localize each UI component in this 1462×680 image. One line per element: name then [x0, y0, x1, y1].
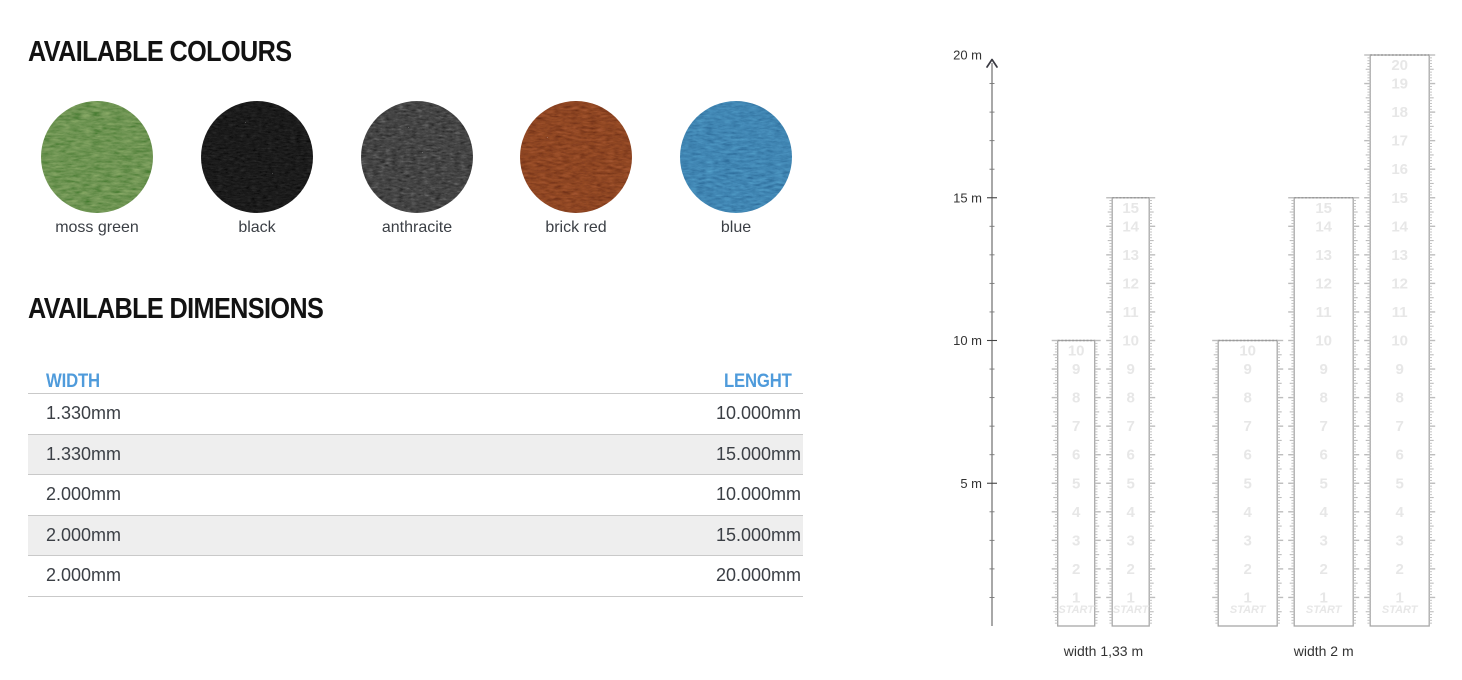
svg-text:8: 8: [1072, 390, 1080, 407]
svg-text:3: 3: [1244, 532, 1252, 549]
svg-text:6: 6: [1244, 447, 1252, 464]
svg-text:8: 8: [1244, 390, 1252, 407]
svg-text:12: 12: [1122, 275, 1139, 292]
svg-text:20: 20: [1391, 57, 1408, 74]
svg-text:6: 6: [1320, 447, 1328, 464]
svg-text:6: 6: [1072, 447, 1080, 464]
svg-text:4: 4: [1320, 504, 1329, 521]
svg-text:10: 10: [1315, 333, 1332, 350]
svg-text:7: 7: [1127, 418, 1135, 435]
svg-text:13: 13: [1122, 247, 1139, 264]
svg-text:12: 12: [1391, 275, 1408, 292]
svg-text:14: 14: [1122, 218, 1139, 235]
svg-text:10: 10: [1391, 333, 1408, 350]
svg-text:4: 4: [1072, 504, 1081, 521]
svg-text:9: 9: [1127, 361, 1135, 378]
svg-text:2: 2: [1320, 561, 1328, 578]
svg-text:8: 8: [1320, 390, 1328, 407]
svg-text:12: 12: [1315, 275, 1332, 292]
svg-text:START: START: [1382, 604, 1419, 616]
svg-text:START: START: [1306, 604, 1343, 616]
svg-text:START: START: [1113, 604, 1150, 616]
svg-text:7: 7: [1244, 418, 1252, 435]
svg-text:9: 9: [1244, 361, 1252, 378]
svg-text:20 m: 20 m: [953, 48, 982, 63]
svg-text:15: 15: [1122, 200, 1139, 217]
svg-text:5: 5: [1396, 475, 1404, 492]
svg-text:14: 14: [1315, 218, 1332, 235]
svg-text:13: 13: [1315, 247, 1332, 264]
svg-text:3: 3: [1127, 532, 1135, 549]
svg-text:18: 18: [1391, 104, 1408, 121]
svg-text:START: START: [1230, 604, 1267, 616]
svg-text:10 m: 10 m: [953, 333, 982, 348]
svg-text:11: 11: [1316, 304, 1332, 321]
svg-text:15 m: 15 m: [953, 190, 982, 205]
svg-text:2: 2: [1396, 561, 1404, 578]
svg-text:width 1,33 m: width 1,33 m: [1063, 643, 1143, 659]
svg-text:3: 3: [1072, 532, 1080, 549]
svg-text:4: 4: [1127, 504, 1136, 521]
svg-text:10: 10: [1068, 343, 1085, 360]
svg-text:START: START: [1058, 604, 1095, 616]
svg-text:6: 6: [1127, 447, 1135, 464]
svg-text:11: 11: [1123, 304, 1139, 321]
svg-text:4: 4: [1244, 504, 1253, 521]
svg-text:8: 8: [1127, 390, 1135, 407]
svg-text:14: 14: [1391, 218, 1408, 235]
svg-text:10: 10: [1239, 343, 1256, 360]
svg-text:5 m: 5 m: [960, 476, 982, 491]
svg-text:2: 2: [1127, 561, 1135, 578]
svg-text:width 2 m: width 2 m: [1293, 643, 1354, 659]
svg-text:7: 7: [1320, 418, 1328, 435]
svg-text:7: 7: [1072, 418, 1080, 435]
svg-text:4: 4: [1396, 504, 1405, 521]
svg-text:8: 8: [1396, 390, 1404, 407]
svg-text:3: 3: [1396, 532, 1404, 549]
svg-text:19: 19: [1391, 76, 1408, 93]
svg-text:9: 9: [1072, 361, 1080, 378]
svg-text:17: 17: [1391, 133, 1408, 150]
svg-text:2: 2: [1072, 561, 1080, 578]
svg-text:10: 10: [1122, 333, 1139, 350]
svg-text:9: 9: [1396, 361, 1404, 378]
svg-text:3: 3: [1320, 532, 1328, 549]
svg-text:7: 7: [1396, 418, 1404, 435]
svg-text:5: 5: [1320, 475, 1328, 492]
svg-text:5: 5: [1244, 475, 1252, 492]
svg-text:5: 5: [1072, 475, 1080, 492]
svg-text:2: 2: [1244, 561, 1252, 578]
svg-text:15: 15: [1391, 190, 1408, 207]
svg-text:16: 16: [1391, 161, 1408, 178]
svg-text:15: 15: [1315, 200, 1332, 217]
svg-text:5: 5: [1127, 475, 1135, 492]
svg-text:6: 6: [1396, 447, 1404, 464]
svg-text:13: 13: [1391, 247, 1408, 264]
svg-text:11: 11: [1392, 304, 1408, 321]
svg-text:9: 9: [1320, 361, 1328, 378]
